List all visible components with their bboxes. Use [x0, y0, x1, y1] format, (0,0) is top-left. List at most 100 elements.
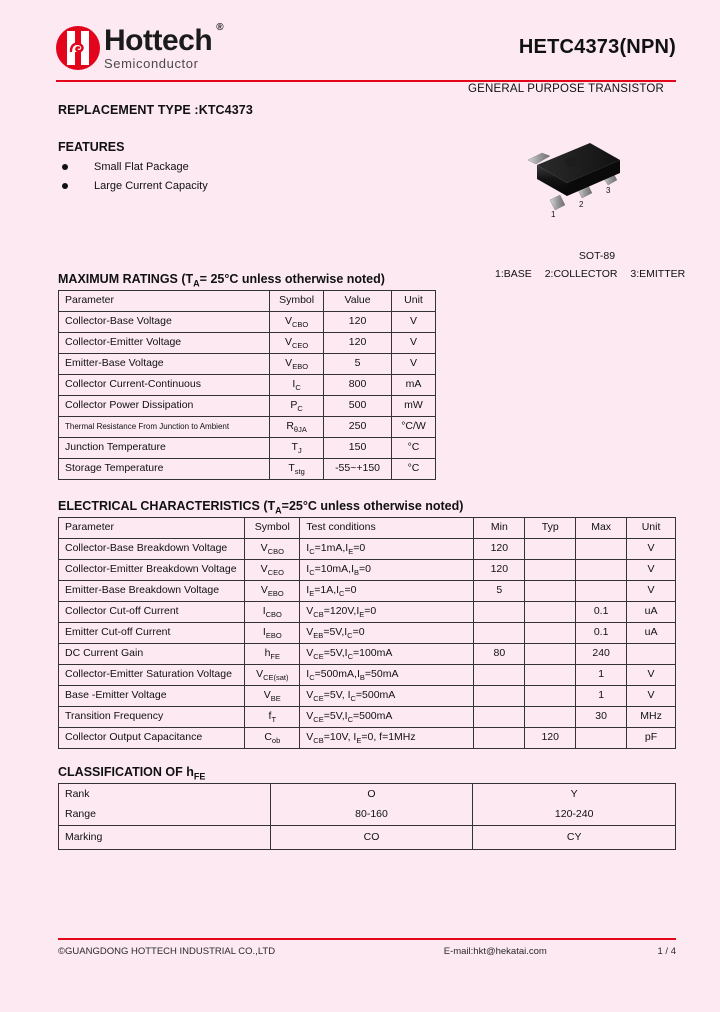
max-cell — [575, 727, 628, 749]
max-cell — [575, 538, 628, 560]
test-condition-cell: VCE=5V, IC=500mA — [299, 685, 475, 707]
table-header-row: Parameter Symbol Test conditions Min Typ Max U… — [57, 517, 676, 539]
min-cell — [473, 622, 526, 644]
rank-label-cell: Rank — [58, 783, 271, 805]
unit-cell: °C/W — [391, 416, 436, 438]
table-row: Collector Cut-off Current ICBO VCB=120V,IE… — [57, 601, 676, 623]
unit-cell: mW — [391, 395, 436, 417]
footer-email: E-mail:hkt@hekatai.com — [443, 946, 547, 957]
elec-title-prefix: ELECTRICAL CHARACTERISTICS (T — [58, 499, 276, 513]
symbol-cell: VEBO — [269, 353, 325, 375]
table-row: Collector Output Capacitance Cob VCB=10V, … — [57, 727, 676, 749]
value-cell: -55~+150 — [323, 458, 393, 480]
test-condition-cell: VCE=5V,IC=500mA — [299, 706, 475, 728]
parameter-cell: Collector-Base Breakdown Voltage — [57, 538, 246, 560]
symbol-cell: VCBO — [244, 538, 301, 560]
elec-title-sub: A — [275, 505, 282, 516]
typ-cell — [524, 643, 577, 665]
symbol-cell: ICBO — [244, 601, 301, 623]
column-header: Value — [323, 290, 393, 312]
value-cell: 150 — [323, 437, 393, 459]
column-header: Max — [575, 517, 628, 539]
company-logo: Hottech ® Semiconductor — [56, 23, 224, 70]
table-row: Collector-Emitter Breakdown Voltage VCEO I… — [57, 559, 676, 581]
unit-cell: V — [626, 559, 676, 581]
unit-cell: V — [626, 664, 676, 686]
test-condition-cell: IE=1A,IC=0 — [299, 580, 475, 602]
min-cell — [473, 727, 526, 749]
table-row: Collector-Emitter Saturation Voltage VCE(… — [57, 664, 676, 686]
max-cell — [575, 559, 628, 581]
value-cell: 800 — [323, 374, 393, 396]
header-divider — [56, 80, 676, 82]
typ-cell — [524, 706, 577, 728]
parameter-cell: Collector Cut-off Current — [57, 601, 246, 623]
test-condition-cell: IC=1mA,IE=0 — [299, 538, 475, 560]
table-row: Collector Power Dissipation PC 500 mW — [57, 395, 436, 417]
unit-cell: mA — [391, 374, 436, 396]
parameter-cell: DC Current Gain — [57, 643, 246, 665]
min-cell: 120 — [473, 559, 526, 581]
typ-cell — [524, 601, 577, 623]
max-cell — [575, 580, 628, 602]
symbol-cell: fT — [244, 706, 301, 728]
parameter-cell: Collector Current-Continuous — [57, 374, 271, 396]
column-header: Test conditions — [299, 517, 475, 539]
value-cell: 5 — [323, 353, 393, 375]
max-cell: 0.1 — [575, 601, 628, 623]
column-header: Parameter — [57, 517, 246, 539]
electrical-characteristics-table: Parameter Symbol Test conditions Min Typ Max U… — [57, 517, 676, 749]
max-cell: 30 — [575, 706, 628, 728]
parameter-cell: Collector Output Capacitance — [57, 727, 246, 749]
feature-label: Small Flat Package — [94, 161, 189, 173]
min-cell — [473, 664, 526, 686]
parameter-cell: Collector Power Dissipation — [57, 395, 271, 417]
parameter-cell: Collector-Emitter Voltage — [57, 332, 271, 354]
page-footer: ©GUANGDONG HOTTECH INDUSTRIAL CO.,LTD E-… — [58, 946, 676, 957]
swirl-icon — [69, 42, 84, 53]
parameter-cell: Collector-Emitter Saturation Voltage — [57, 664, 246, 686]
parameter-cell: Emitter Cut-off Current — [57, 622, 246, 644]
range-label-cell: Range — [58, 804, 271, 826]
unit-cell: V — [391, 332, 436, 354]
value-cell: 120 — [323, 311, 393, 333]
max-ratings-title-prefix: MAXIMUM RATINGS (T — [58, 272, 194, 286]
maximum-ratings-table: Parameter Symbol Value Unit Collector-Base V… — [57, 290, 436, 480]
table-row: Base -Emitter Voltage VBE VCE=5V, IC=500mA… — [57, 685, 676, 707]
feature-label: Large Current Capacity — [94, 180, 208, 192]
table-row: Marking CO CY — [58, 825, 676, 850]
test-condition-cell: VEB=5V,IC=0 — [299, 622, 475, 644]
parameter-cell: Junction Temperature — [57, 437, 271, 459]
package-name: SOT-89 — [578, 250, 616, 262]
test-condition-cell: VCB=10V, IE=0, f=1MHz — [299, 727, 475, 749]
features-heading: FEATURES — [58, 140, 125, 154]
bullet-icon — [62, 164, 68, 170]
symbol-cell: TJ — [269, 437, 325, 459]
svg-text:3: 3 — [606, 186, 611, 195]
unit-cell: V — [391, 311, 436, 333]
table-row: Emitter Cut-off Current IEBO VEB=5V,IC=0 0.… — [57, 622, 676, 644]
column-header: Parameter — [57, 290, 271, 312]
unit-cell: V — [626, 580, 676, 602]
svg-text:2: 2 — [579, 200, 584, 209]
footer-divider — [58, 938, 676, 940]
product-category: GENERAL PURPOSE TRANSISTOR — [467, 83, 664, 95]
typ-cell — [524, 559, 577, 581]
test-condition-cell: IC=500mA,IB=50mA — [299, 664, 475, 686]
replacement-type: REPLACEMENT TYPE :KTC4373 — [58, 103, 253, 117]
footer-page-number: 1 / 4 — [657, 946, 677, 957]
page-header: Hottech ® Semiconductor HETC4373(NPN) — [56, 23, 676, 94]
hottech-logo-icon — [56, 26, 100, 70]
parameter-cell: Thermal Resistance From Junction to Ambi… — [57, 416, 271, 438]
class-title-prefix: CLASSIFICATION OF h — [58, 765, 194, 779]
table-row: Collector-Base Voltage VCBO 120 V — [57, 311, 436, 333]
max-ratings-title-suffix: = 25°C unless otherwise noted) — [199, 272, 385, 286]
table-row: Collector-Base Breakdown Voltage VCBO IC=1… — [57, 538, 676, 560]
symbol-cell: Cob — [244, 727, 301, 749]
classification-heading: CLASSIFICATION OF hFE — [58, 765, 205, 782]
unit-cell: uA — [626, 622, 676, 644]
table-row: Junction Temperature TJ 150 °C — [57, 437, 436, 459]
max-cell: 0.1 — [575, 622, 628, 644]
max-cell: 240 — [575, 643, 628, 665]
